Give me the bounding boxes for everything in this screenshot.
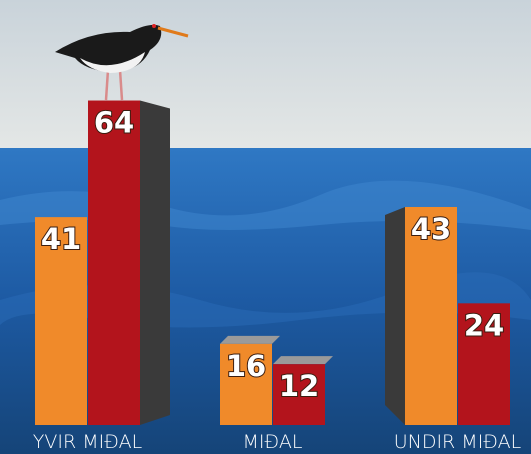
data-label: 43 <box>411 212 451 246</box>
bars: 41 64 YVIR MIÐAL 16 12 MIÐAL 43 24 UNDIR MIÐAL <box>33 100 522 453</box>
bar <box>273 364 325 425</box>
data-label: 64 <box>94 106 134 140</box>
bar <box>405 206 457 425</box>
bar <box>220 343 272 425</box>
x-tick-label: YVIR MIÐAL <box>33 431 142 453</box>
x-tick-label: MIÐAL <box>243 431 303 453</box>
sky <box>0 0 531 150</box>
data-label: 24 <box>464 308 504 342</box>
bar <box>35 217 87 425</box>
bar-top <box>220 335 280 344</box>
data-label: 16 <box>226 349 266 383</box>
bar <box>88 100 140 426</box>
bar-top <box>273 356 333 365</box>
x-tick-label: UNDIR MIÐAL <box>394 431 522 453</box>
bird <box>55 24 189 101</box>
bar <box>458 303 510 425</box>
bar-side <box>140 100 170 426</box>
data-label: 41 <box>41 222 81 256</box>
data-label: 12 <box>279 369 319 403</box>
bar-side <box>385 206 405 425</box>
